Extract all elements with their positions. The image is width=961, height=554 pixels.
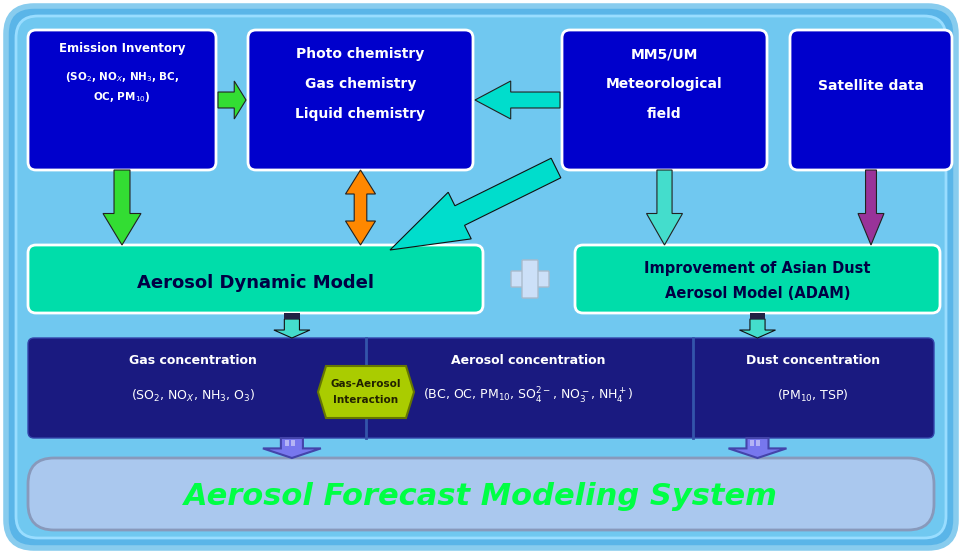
Bar	[283, 313, 300, 319]
FancyBboxPatch shape	[789, 30, 951, 170]
Text: field: field	[647, 107, 681, 121]
FancyBboxPatch shape	[522, 260, 537, 298]
FancyBboxPatch shape	[561, 30, 766, 170]
Text: Gas concentration: Gas concentration	[129, 354, 257, 367]
Polygon shape	[857, 170, 883, 245]
Polygon shape	[262, 438, 321, 458]
Polygon shape	[345, 170, 375, 245]
FancyBboxPatch shape	[28, 30, 216, 170]
Text: Improvement of Asian Dust: Improvement of Asian Dust	[644, 261, 870, 276]
Bar	[749, 313, 765, 319]
Text: Aerosol Dynamic Model: Aerosol Dynamic Model	[136, 274, 374, 292]
Polygon shape	[475, 81, 559, 119]
Text: Dust concentration: Dust concentration	[745, 354, 879, 367]
Bar	[755, 440, 760, 447]
Text: Photo chemistry: Photo chemistry	[296, 47, 424, 61]
Text: (BC, OC, PM$_{10}$, SO$_4^{2-}$, NO$_3^-$, NH$_4^+$): (BC, OC, PM$_{10}$, SO$_4^{2-}$, NO$_3^-…	[422, 386, 632, 406]
Text: OC, PM$_{10}$): OC, PM$_{10}$)	[93, 90, 151, 104]
FancyBboxPatch shape	[6, 6, 955, 548]
Polygon shape	[218, 81, 246, 119]
FancyBboxPatch shape	[575, 245, 939, 313]
Polygon shape	[318, 366, 413, 418]
Text: (SO$_2$, NO$_X$, NH$_3$, O$_3$): (SO$_2$, NO$_X$, NH$_3$, O$_3$)	[131, 388, 255, 404]
Bar	[290, 440, 295, 447]
Text: Gas-Aerosol: Gas-Aerosol	[331, 379, 401, 389]
FancyBboxPatch shape	[28, 338, 933, 438]
Text: Interaction: Interaction	[333, 395, 398, 405]
Text: Meteorological: Meteorological	[605, 77, 722, 91]
FancyBboxPatch shape	[248, 30, 473, 170]
FancyBboxPatch shape	[28, 458, 933, 530]
Text: Emission Inventory: Emission Inventory	[59, 42, 185, 55]
Text: Aerosol Model (ADAM): Aerosol Model (ADAM)	[664, 285, 850, 300]
Text: (SO$_2$, NO$_X$, NH$_3$, BC,: (SO$_2$, NO$_X$, NH$_3$, BC,	[64, 70, 179, 84]
Text: (PM$_{10}$, TSP): (PM$_{10}$, TSP)	[776, 388, 848, 404]
Polygon shape	[727, 438, 786, 458]
Text: Gas chemistry: Gas chemistry	[305, 77, 416, 91]
Polygon shape	[646, 170, 681, 245]
Text: Aerosol Forecast Modeling System: Aerosol Forecast Modeling System	[184, 483, 777, 511]
Bar	[284, 440, 288, 447]
Polygon shape	[274, 319, 309, 338]
Polygon shape	[389, 158, 560, 250]
Text: Satellite data: Satellite data	[817, 79, 923, 93]
Text: Aerosol concentration: Aerosol concentration	[451, 354, 604, 367]
FancyBboxPatch shape	[28, 245, 482, 313]
Text: Liquid chemistry: Liquid chemistry	[295, 107, 425, 121]
FancyBboxPatch shape	[16, 16, 945, 538]
Text: MM5/UM: MM5/UM	[630, 47, 698, 61]
FancyBboxPatch shape	[510, 271, 549, 287]
Bar	[750, 440, 753, 447]
Polygon shape	[739, 319, 775, 338]
Polygon shape	[103, 170, 141, 245]
